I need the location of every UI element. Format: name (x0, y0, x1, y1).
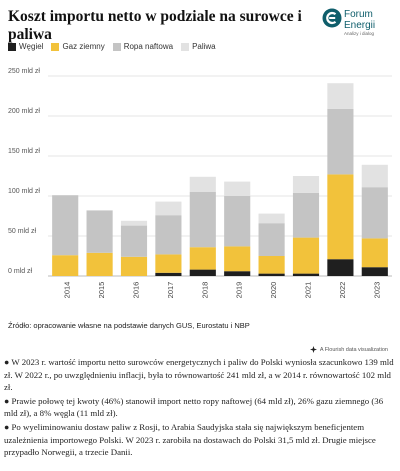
logo-name: Forum Energii (344, 9, 376, 31)
y-tick-label: 100 mld zł (8, 188, 40, 195)
x-tick-label: 2021 (304, 282, 313, 299)
stacked-bar-chart: 0 mld zł 50 mld zł 100 mld zł 150 mld zł 200… (8, 68, 392, 299)
bar-segment (258, 213, 285, 224)
bar-segment (292, 237, 320, 274)
y-tick-label: 250 mld zł (8, 68, 40, 75)
bar-segment (189, 176, 216, 192)
bar-segment (155, 201, 182, 216)
bar-segment (155, 215, 182, 255)
bar-segment (258, 223, 285, 256)
legend-swatch-fuels (181, 42, 190, 51)
legend-label-gas: Gaz ziemny (62, 42, 105, 51)
logo-tagline: Analizy i dialog (344, 31, 375, 36)
y-tick-label: 0 mld zł (8, 268, 33, 275)
flourish-star-icon (309, 346, 317, 353)
flourish-label: A Flourish data visualization (319, 346, 388, 353)
legend-swatch-gas (51, 42, 60, 51)
x-tick-label: 2020 (269, 282, 278, 299)
bar-segment (292, 273, 320, 276)
bar-segment (189, 247, 216, 270)
legend-label-fuels: Paliwa (192, 42, 216, 51)
legend-item-oil[interactable]: Ropa naftowa (112, 42, 174, 51)
logo-mark-icon (322, 8, 342, 28)
bar-segment (120, 225, 148, 257)
bar-segment (120, 256, 148, 276)
x-tick-label: 2019 (235, 282, 244, 299)
bar-segment (224, 246, 251, 272)
x-tick-label: 2017 (166, 282, 175, 299)
bar-segment (327, 259, 354, 276)
bar-segment (52, 255, 79, 276)
bar-segment (258, 273, 285, 276)
bar-segment (361, 164, 388, 188)
chart-title: Koszt importu netto w podziale na surowc… (8, 8, 302, 43)
bar-segment (86, 210, 113, 253)
x-tick-label: 2022 (338, 282, 347, 299)
bar-segment (120, 220, 148, 226)
x-tick-label: 2014 (63, 282, 72, 299)
chart-source: Źródło: opracowanie własne na podstawie … (8, 321, 250, 330)
note-1: ● W 2023 r. wartość importu netto surowc… (4, 357, 394, 393)
legend-swatch-oil (112, 42, 121, 51)
chart-legend: Węgiel Gaz ziemny Ropa naftowa Paliwa (8, 42, 216, 51)
x-tick-label: 2016 (132, 282, 141, 299)
x-tick-label: 2018 (200, 282, 209, 299)
bar-segment (52, 195, 79, 256)
legend-swatch-coal (8, 42, 16, 51)
note-3: ● Po wyeliminowaniu dostaw paliw z Rosji… (4, 421, 376, 458)
x-tick-label: 2023 (372, 282, 381, 299)
bar-segment (224, 181, 251, 196)
bar-segment (292, 192, 320, 238)
summary-notes: ● W 2023 r. wartość importu netto surowc… (4, 356, 396, 460)
bar-segment (189, 192, 216, 248)
y-tick-label: 50 mld zł (8, 228, 36, 235)
legend-item-fuels[interactable]: Paliwa (181, 42, 216, 51)
bar-segment (155, 272, 182, 276)
legend-item-gas[interactable]: Gaz ziemny (51, 42, 105, 51)
legend-item-coal[interactable]: Węgiel (8, 42, 43, 51)
y-tick-label: 150 mld zł (8, 148, 40, 155)
bar-segment (258, 256, 285, 274)
bar-segment (155, 254, 182, 273)
bar-segment (361, 238, 388, 268)
bar-segment (292, 176, 320, 193)
flourish-credit[interactable]: A Flourish data visualization (309, 346, 388, 353)
y-tick-label: 200 mld zł (8, 108, 40, 115)
bar-segment (189, 269, 216, 276)
bar-segment (224, 271, 251, 276)
bar-segment (327, 83, 354, 109)
forum-energii-logo: Forum Energii Analizy i dialog (322, 4, 398, 44)
note-2: ● Prawie połowę tej kwoty (46%) stanowił… (4, 395, 384, 419)
legend-label-coal: Węgiel (19, 42, 44, 51)
x-tick-label: 2015 (97, 282, 106, 299)
bar-segment (361, 187, 388, 239)
bar-segment (327, 108, 354, 175)
bar-segment (327, 174, 354, 260)
bar-segment (224, 196, 251, 247)
legend-label-oil: Ropa naftowa (123, 42, 174, 51)
bar-segment (86, 252, 113, 276)
bar-segment (361, 267, 388, 276)
